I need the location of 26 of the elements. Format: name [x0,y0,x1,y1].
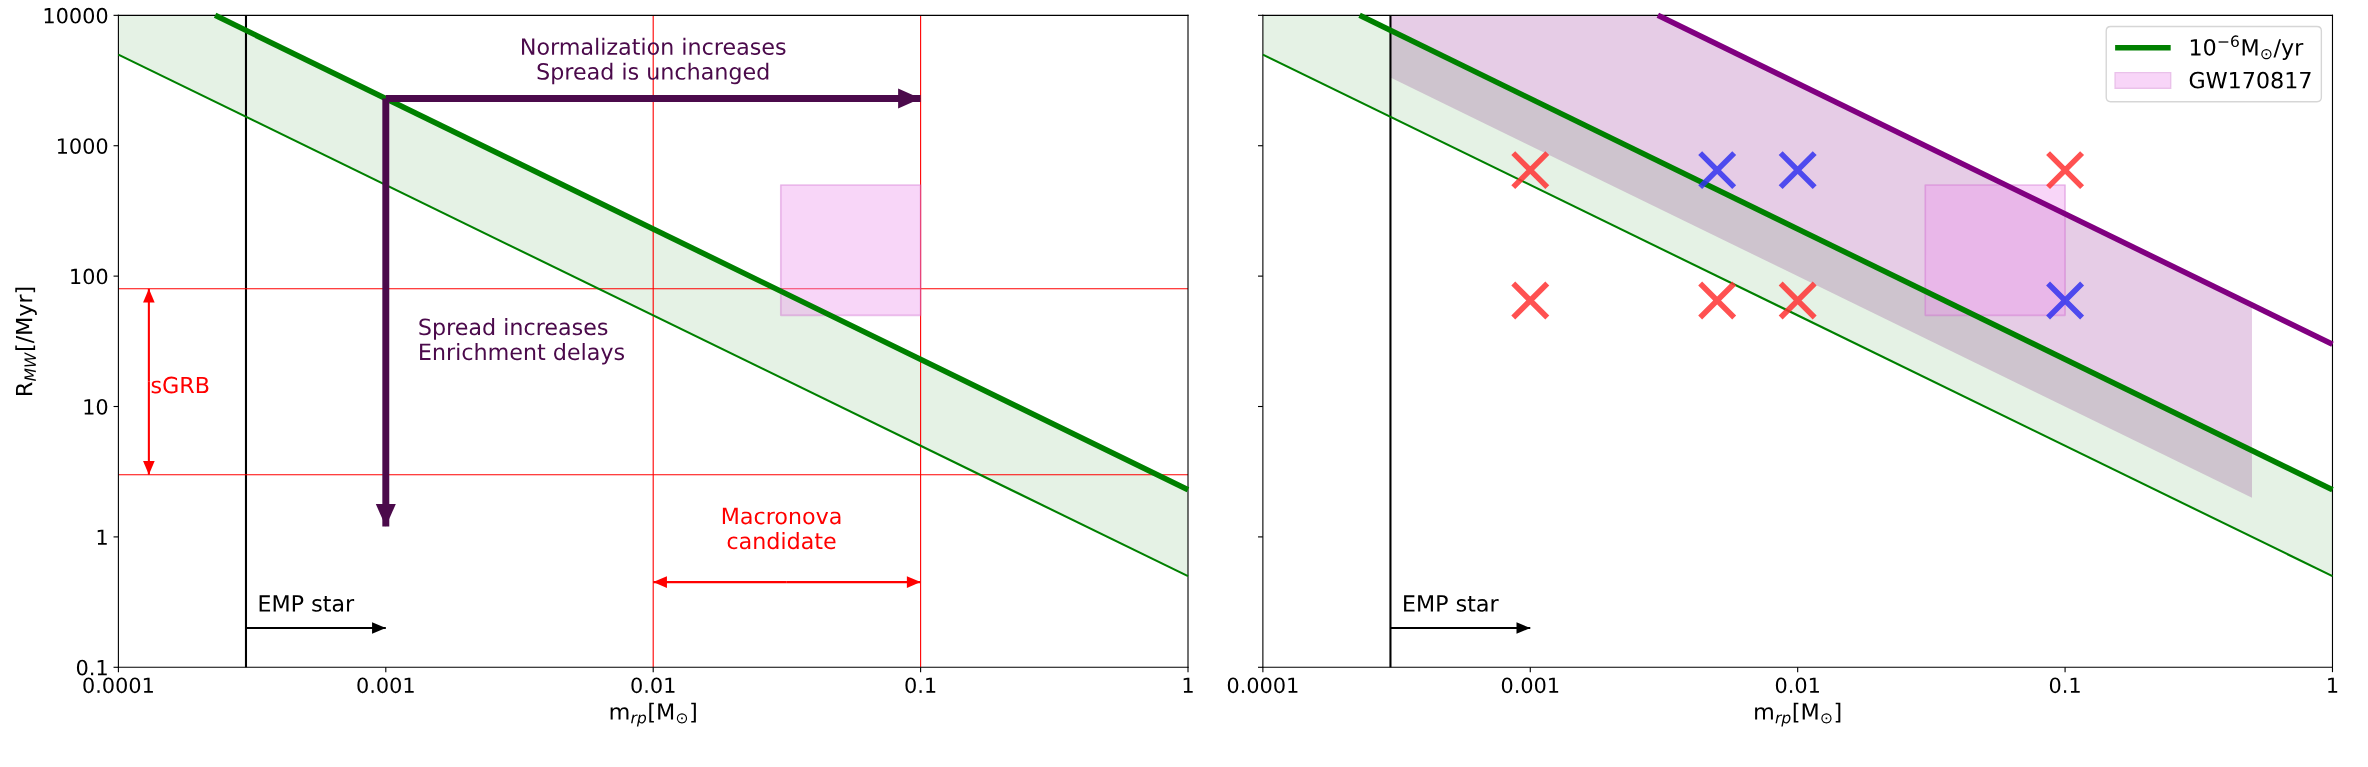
legend-label: 10$^{−6}$M$_{⊙}$/yr [2190,35,2304,61]
legend-label: GW170817 [2189,71,2311,89]
annotation: sGRB [151,376,209,394]
x-tick-label: 0.01 [1775,677,1819,694]
x-tick-label: 1 [1183,677,1193,693]
x-tick-label: 0.01 [631,677,675,694]
x-tick-label: 0.0001 [83,677,153,694]
y-tick-label: 100 [71,268,108,285]
y-tick-label: 0.1 [76,659,107,676]
x-axis-title: m$_{rp}$[M$_{⊙}$] [1755,702,1841,727]
annotation: EMP star [1404,595,1499,612]
x-tick-label: 0.0001 [1227,677,1298,694]
y-axis-title: R$_{MW}$[/Myr] [15,287,37,395]
annotation: Macronova candidate [722,507,841,550]
y-tick-label: 10 [84,398,108,415]
x-tick-label: 0.001 [357,677,414,694]
x-tick-label: 0.1 [2049,677,2080,694]
x-tick-label: 0.001 [1501,677,1559,694]
x-tick-label: 0.1 [905,677,936,694]
y-tick-label: 1000 [57,138,108,154]
x-tick-label: 1 [2328,677,2338,693]
annotation: Spread increases Enrichment delays [419,318,625,365]
annotation: EMP star [259,595,355,612]
y-tick-label: 10000 [44,7,108,24]
y-tick-label: 1 [97,529,107,545]
x-axis-title: m$_{rp}$[M$_{⊙}$] [610,702,696,727]
